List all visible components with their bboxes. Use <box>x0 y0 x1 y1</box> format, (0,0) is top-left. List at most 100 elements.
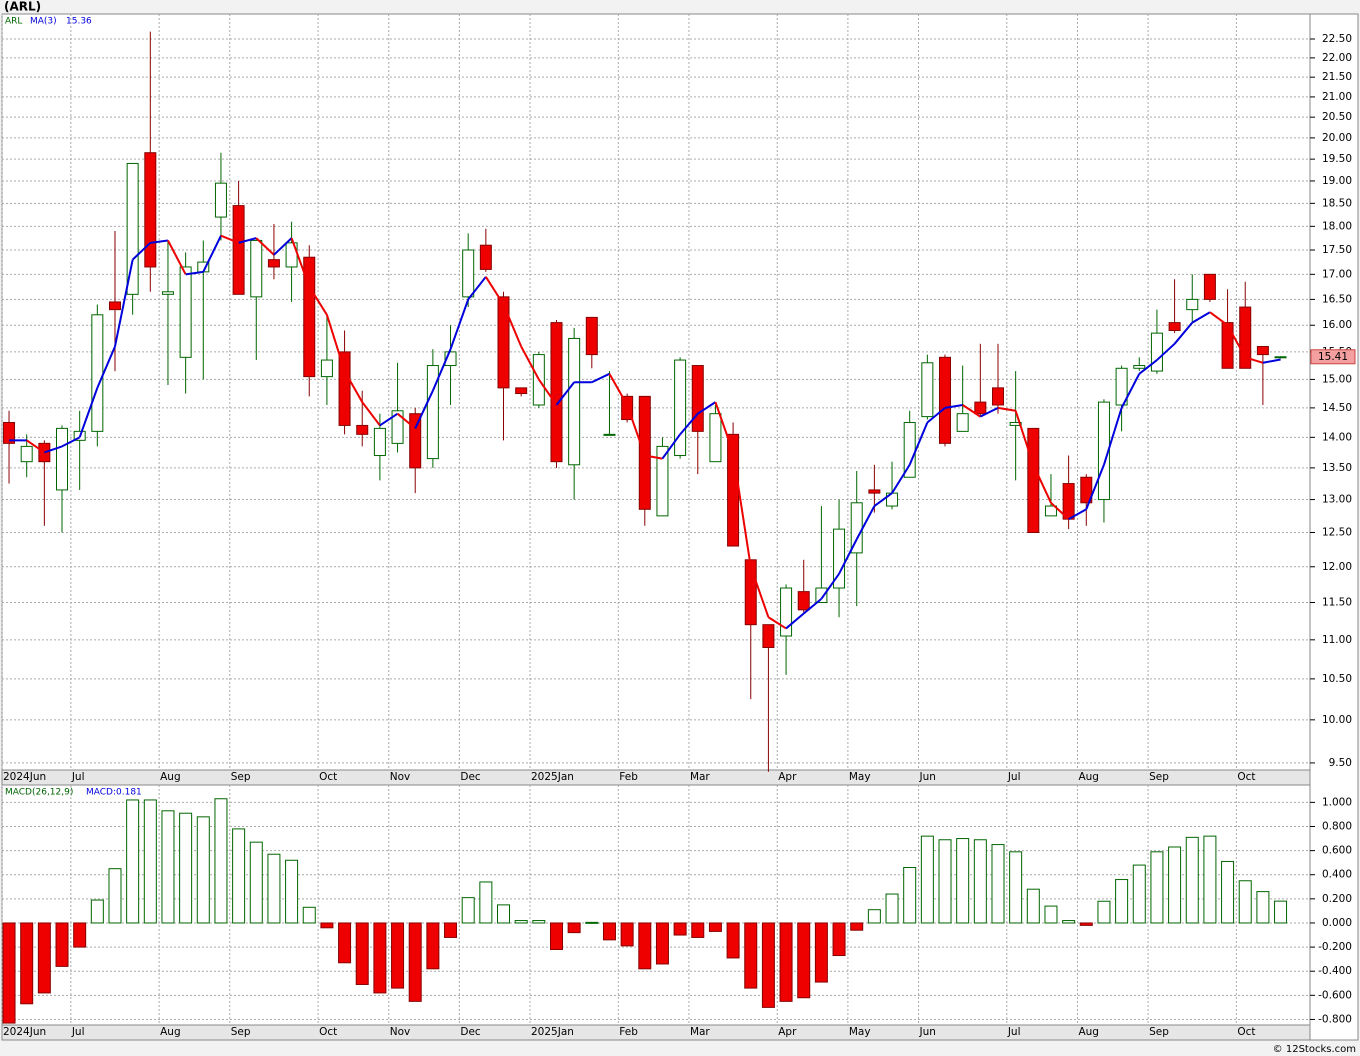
x-tick-label: Jul <box>71 771 85 783</box>
ma-line <box>855 505 876 540</box>
y-tick-label: 0.600 <box>1322 845 1352 857</box>
ma-line <box>26 439 45 454</box>
x-tick-label: 2025Jan <box>531 771 574 783</box>
candle-body <box>550 322 563 463</box>
ma-line <box>1032 464 1052 504</box>
candle-body <box>179 266 192 358</box>
ma-line <box>150 239 169 244</box>
x-tick-label: Feb <box>619 771 638 783</box>
macd-bar <box>726 922 740 959</box>
ma-line <box>379 412 399 427</box>
candle-body <box>656 445 669 517</box>
y-tick-label: 0.200 <box>1322 893 1352 905</box>
footer: © 12Stocks.com <box>1273 1044 1356 1055</box>
ma-line <box>308 286 328 316</box>
y-tick-label: 21.50 <box>1322 71 1352 83</box>
candle-body <box>1027 427 1040 533</box>
candle-body <box>585 316 598 356</box>
ma-line <box>255 237 275 256</box>
y-tick-label: -0.400 <box>1318 965 1352 977</box>
y-tick-label: 19.50 <box>1322 153 1352 165</box>
candle-body <box>515 387 528 395</box>
macd-bar <box>338 922 352 964</box>
ma-line <box>1085 464 1105 510</box>
macd-bar <box>620 922 634 947</box>
macd-bar <box>567 922 581 934</box>
candle-body <box>974 401 987 415</box>
x-tick-label: Mar <box>690 771 710 783</box>
x-tick-label: Sep <box>1149 771 1169 783</box>
legend-ma: MA(3) <box>30 17 57 27</box>
macd-bar <box>161 810 175 924</box>
x-tick-label: Apr <box>778 771 797 783</box>
candle-body <box>921 362 934 418</box>
macd-bar <box>708 922 722 932</box>
y-tick-label: 22.00 <box>1322 52 1352 64</box>
x-tick-label: May <box>849 771 871 783</box>
ma-line <box>1156 343 1176 361</box>
macd-bar <box>426 922 440 970</box>
candle-body <box>126 162 139 295</box>
macd-bar <box>90 899 104 924</box>
ma-line <box>1262 358 1281 364</box>
candle-body <box>38 442 51 463</box>
ma-line <box>1209 311 1229 327</box>
ma-line <box>325 314 346 372</box>
y-tick-label: 14.50 <box>1322 402 1352 414</box>
y-tick-label: 13.00 <box>1322 494 1352 506</box>
macd-bar <box>497 904 511 924</box>
candle-body <box>1239 306 1252 369</box>
macd-bar <box>126 799 140 924</box>
macd-bar <box>814 922 828 983</box>
macd-bar <box>938 839 952 924</box>
macd-bar <box>638 922 652 970</box>
ma-line <box>185 270 204 276</box>
macd-bar <box>956 838 970 924</box>
candle-body <box>1186 298 1199 311</box>
y-tick-label: 19.00 <box>1322 175 1352 187</box>
candle-body <box>161 291 174 295</box>
ma-line <box>485 276 505 306</box>
ma-line <box>785 612 805 630</box>
macd-bar <box>1132 864 1146 924</box>
ma-line <box>1173 321 1194 345</box>
macd-bar <box>373 922 387 994</box>
macd-bar <box>355 922 369 985</box>
macd-bar <box>285 859 299 924</box>
macd-bar <box>920 835 934 924</box>
macd-bar <box>655 922 669 965</box>
ma-line <box>697 401 716 415</box>
ma-line <box>114 259 134 347</box>
y-tick-label: 16.00 <box>1322 319 1352 331</box>
macd-bar <box>867 909 881 924</box>
macd-bar <box>73 922 87 948</box>
ma-line <box>644 454 663 460</box>
candle-body <box>762 624 775 648</box>
x-tick-label: Oct <box>1237 771 1255 783</box>
candle-body <box>497 296 510 389</box>
x-tick-label: Oct <box>1237 1026 1255 1038</box>
x-tick-label: Oct <box>319 771 337 783</box>
macd-bar <box>1256 891 1270 924</box>
y-tick-label: 1.000 <box>1322 796 1352 808</box>
y-tick-label: 0.000 <box>1322 917 1352 929</box>
ma-line <box>891 464 911 494</box>
chart-title: (ARL) <box>4 0 41 14</box>
ma-line <box>414 390 434 429</box>
legend-ma-value: 15.36 <box>66 17 92 27</box>
macd-bar <box>302 906 316 924</box>
ma-line <box>96 346 116 389</box>
y-tick-label: 21.00 <box>1322 91 1352 103</box>
ma-line <box>926 407 946 424</box>
y-tick-label: 0.800 <box>1322 820 1352 832</box>
macd-bar <box>55 922 69 967</box>
macd-bar <box>514 920 528 924</box>
candle-body <box>1044 505 1057 517</box>
ma-line <box>1068 508 1087 521</box>
y-tick-label: 10.00 <box>1322 714 1352 726</box>
macd-bar <box>1009 851 1023 924</box>
macd-bar <box>1062 920 1076 924</box>
candle-body <box>1115 367 1128 406</box>
candle-body <box>956 413 969 432</box>
candle-body <box>991 387 1004 406</box>
